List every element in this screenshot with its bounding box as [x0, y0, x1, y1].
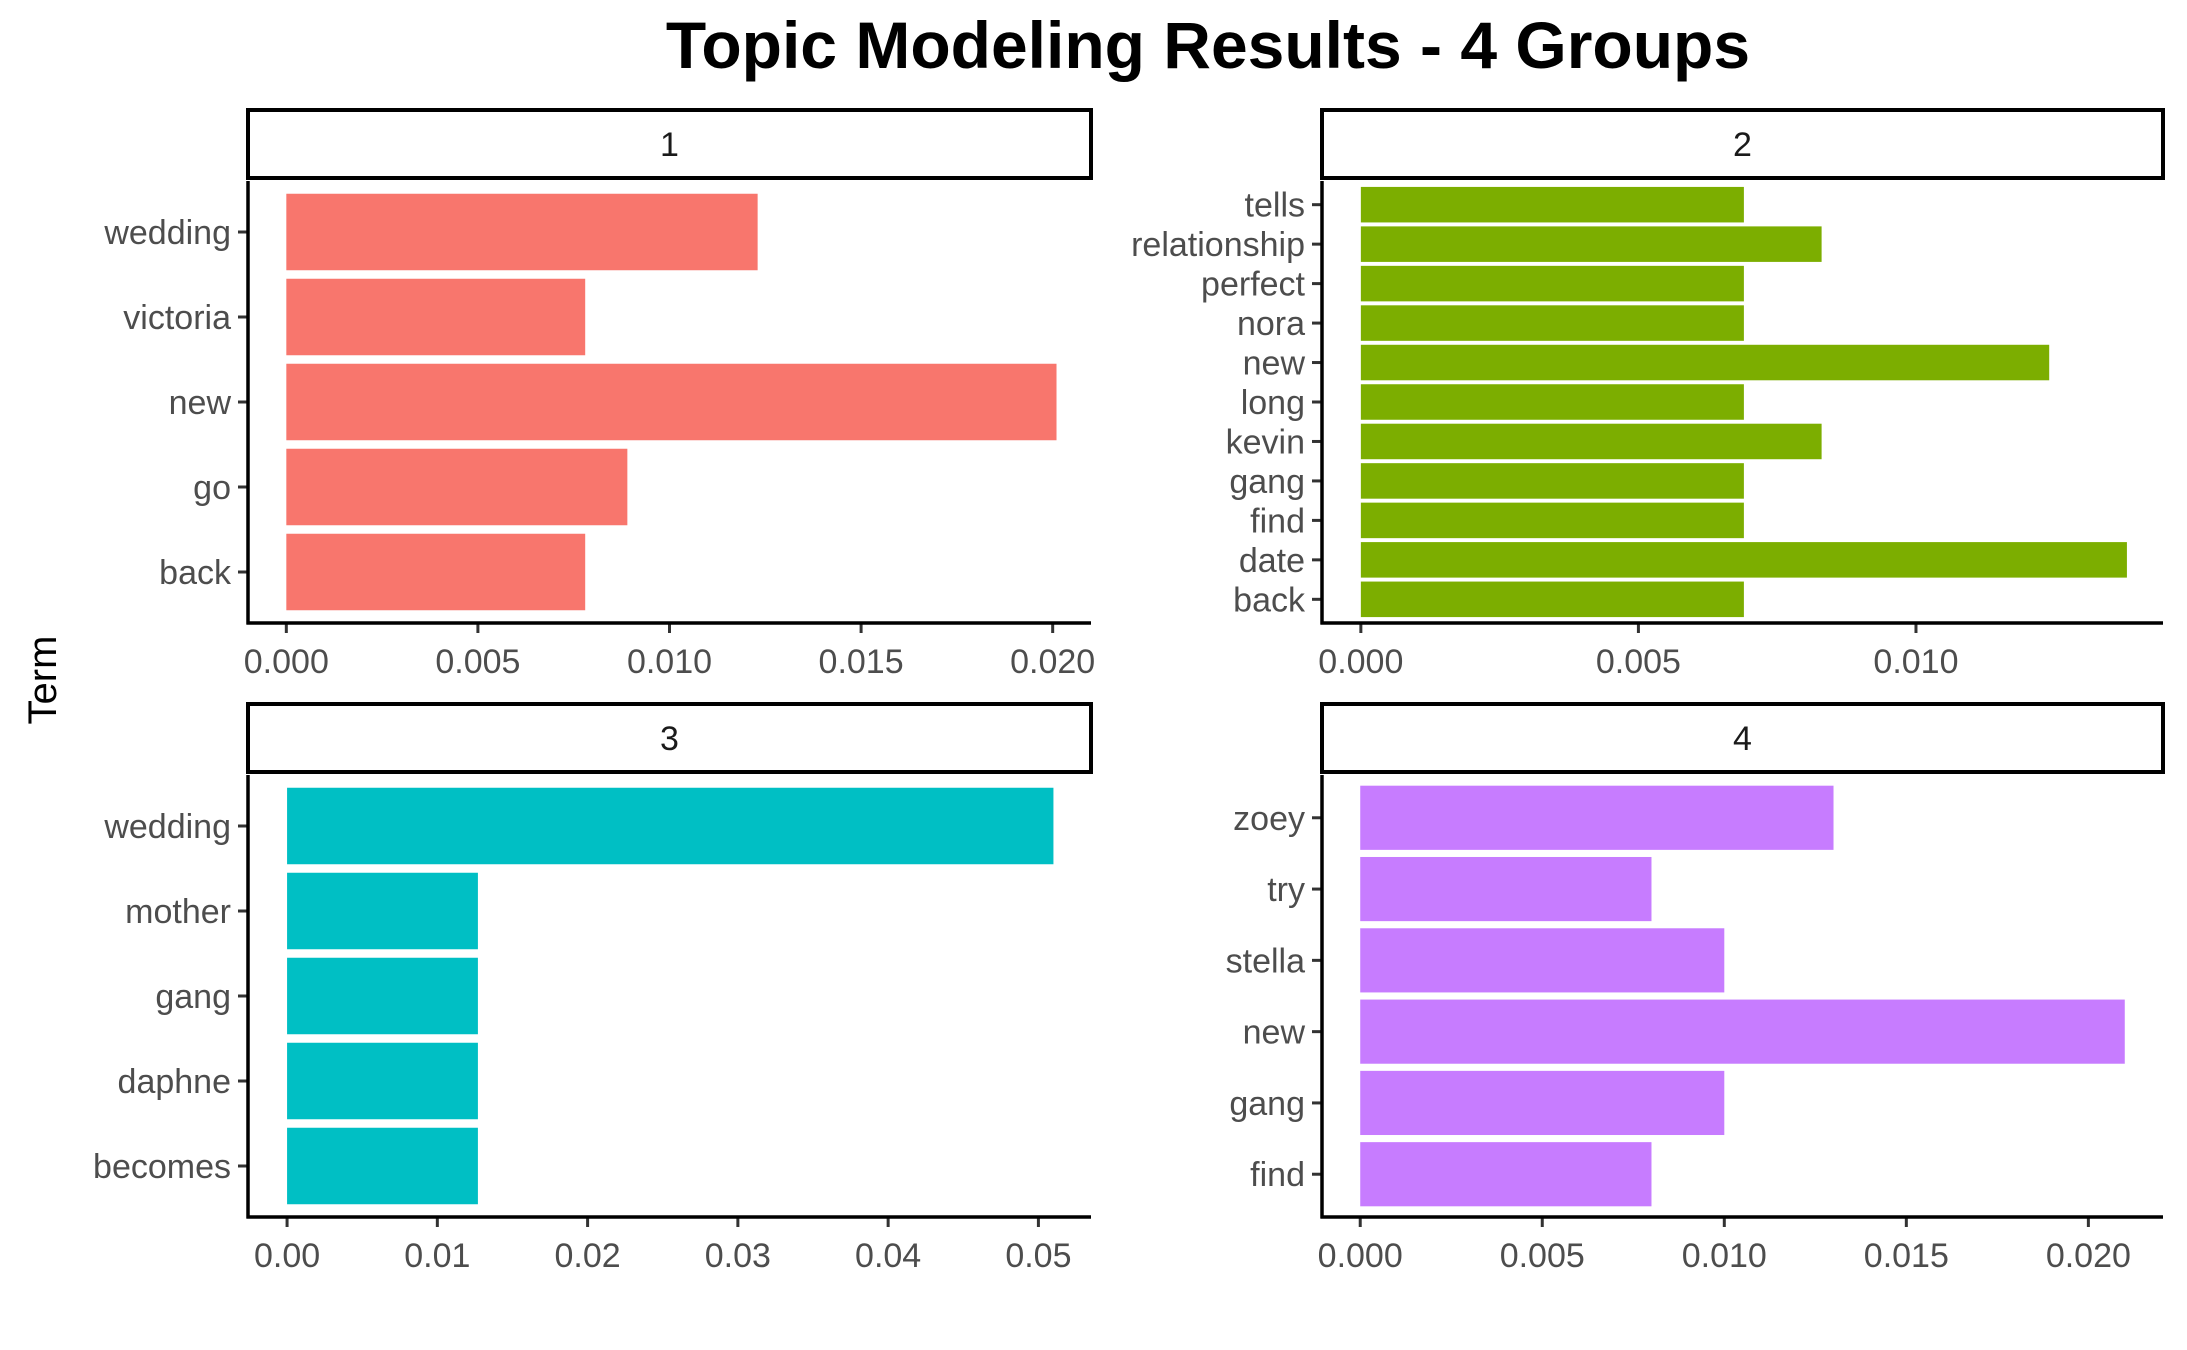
y-tick-label: new: [169, 384, 232, 422]
x-tick-label: 0.005: [435, 643, 520, 681]
bar: [1360, 785, 1834, 850]
facet-panel-2: 2 tellsrelationshipperfectnoranewlongkevi…: [1131, 108, 2165, 681]
facet-strip: [246, 702, 1093, 774]
bar: [286, 448, 628, 526]
y-tick-label: try: [1267, 871, 1305, 909]
chart-title: Topic Modeling Results - 4 Groups: [666, 8, 1750, 82]
bar: [1360, 999, 2125, 1064]
bar: [1360, 344, 2050, 381]
bar: [1360, 856, 1652, 922]
bar: [1360, 384, 1744, 420]
x-tick-label: 0.010: [1682, 1237, 1767, 1275]
y-tick-label: becomes: [93, 1148, 231, 1186]
facet-strip: [246, 108, 1093, 180]
bar: [1360, 463, 1744, 499]
y-tick-label: gang: [1229, 463, 1305, 501]
x-tick-label: 0.015: [819, 643, 904, 681]
y-tick-label: wedding: [103, 808, 231, 846]
x-tick-label: 0.05: [1005, 1237, 1071, 1275]
x-tick-label: 0.000: [1318, 1237, 1403, 1275]
bar: [286, 278, 586, 356]
bar: [1360, 1070, 1725, 1136]
y-tick-label: find: [1250, 1156, 1305, 1194]
x-tick-label: 0.020: [2046, 1237, 2131, 1275]
bar: [1360, 226, 1822, 262]
y-tick-label: wedding: [103, 214, 231, 252]
bar: [286, 533, 586, 611]
y-tick-label: perfect: [1201, 266, 1305, 304]
x-tick-label: 0.010: [627, 643, 712, 681]
facet-strip-label: 3: [660, 720, 679, 758]
x-tick-label: 0.010: [1873, 643, 1958, 681]
y-tick-label: new: [1243, 1014, 1306, 1052]
y-tick-label: zoey: [1233, 800, 1305, 838]
y-tick-label: find: [1250, 502, 1305, 540]
x-tick-label: 0.00: [254, 1237, 320, 1275]
y-tick-label: mother: [125, 893, 231, 931]
facet-strip-label: 1: [660, 126, 679, 164]
bar: [1360, 1142, 1652, 1207]
x-tick-label: 0.02: [555, 1237, 621, 1275]
bar: [286, 363, 1057, 441]
x-tick-label: 0.04: [855, 1237, 921, 1275]
y-axis-title: Term: [21, 636, 65, 725]
bar: [287, 957, 478, 1035]
facet-panel-1: 1 wedding victoria new go back 0.000 0.005 0.010…: [103, 108, 1095, 681]
y-tick-label: stella: [1226, 942, 1305, 980]
facet-strip-label: 4: [1733, 720, 1752, 758]
x-tick-label: 0.01: [404, 1237, 470, 1275]
y-tick-label: back: [1233, 581, 1306, 619]
y-tick-label: nora: [1237, 305, 1305, 343]
y-tick-label: relationship: [1131, 226, 1305, 264]
bar: [287, 872, 478, 950]
bar: [287, 1127, 478, 1205]
x-tick-label: 0.005: [1596, 643, 1681, 681]
facet-strip: [1320, 108, 2165, 180]
y-tick-label: new: [1243, 345, 1306, 383]
bar: [1360, 305, 1744, 341]
y-tick-label: go: [193, 469, 231, 507]
x-tick-label: 0.000: [1318, 643, 1403, 681]
y-tick-label: date: [1239, 542, 1305, 580]
bar: [1360, 502, 1744, 539]
x-tick-label: 0.015: [1864, 1237, 1949, 1275]
facet-strip-label: 2: [1733, 126, 1752, 164]
bar: [1360, 542, 2127, 578]
bar: [287, 1042, 478, 1120]
y-tick-label: back: [159, 554, 232, 592]
x-tick-label: 0.000: [244, 643, 329, 681]
bar: [1360, 186, 1744, 223]
y-tick-label: long: [1241, 384, 1305, 422]
bar: [1360, 581, 1744, 618]
y-tick-label: gang: [1229, 1085, 1305, 1123]
facet-panel-3: 3 wedding mother gang daphne becomes 0.00 0.01 0…: [93, 702, 1093, 1275]
x-tick-label: 0.03: [705, 1237, 771, 1275]
y-tick-label: daphne: [118, 1063, 231, 1101]
y-tick-label: tells: [1245, 187, 1305, 225]
bar: [286, 193, 758, 271]
y-tick-label: victoria: [123, 299, 231, 337]
x-tick-label: 0.020: [1010, 643, 1095, 681]
facet-panel-4: 4 zoey try stella new gang find 0.000 0.005 0.010…: [1226, 702, 2165, 1275]
y-tick-label: kevin: [1226, 423, 1305, 461]
bar: [1360, 423, 1822, 460]
x-tick-label: 0.005: [1500, 1237, 1585, 1275]
y-tick-label: gang: [155, 978, 231, 1016]
bar: [1360, 928, 1725, 993]
bar: [287, 787, 1054, 865]
facet-strip: [1320, 702, 2165, 774]
bar: [1360, 265, 1744, 302]
